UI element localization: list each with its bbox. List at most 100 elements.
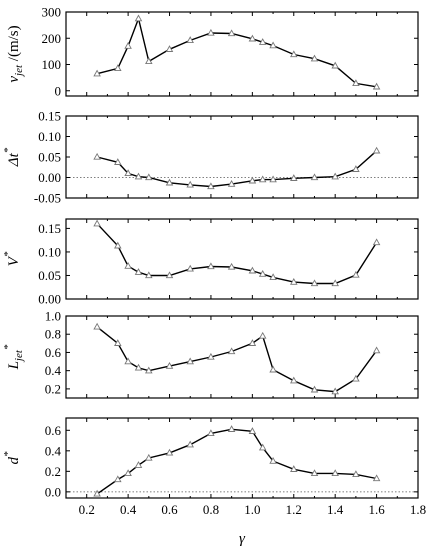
data-point — [372, 146, 381, 154]
y-tick-label: 0.15 — [38, 109, 61, 124]
data-point — [93, 152, 101, 160]
data-point — [310, 385, 319, 393]
data-point — [165, 178, 174, 186]
y-tick-label: 0 — [55, 83, 62, 98]
data-point — [134, 363, 143, 371]
y-tick-label: 0.6 — [45, 345, 62, 360]
data-point — [269, 456, 277, 464]
data-point — [258, 331, 267, 339]
y-axis-label: Δt* — [2, 147, 22, 167]
data-point — [134, 461, 143, 468]
data-point — [124, 261, 132, 269]
y-axis-label-sub: jet — [13, 349, 25, 363]
data-point — [258, 269, 267, 277]
y-tick-label: 0.00 — [38, 292, 61, 307]
y-axis-label-sub: jet — [13, 64, 25, 78]
data-point — [227, 29, 236, 37]
data-point — [145, 173, 153, 181]
x-tick-label: 1.0 — [244, 502, 260, 517]
data-point — [269, 41, 277, 49]
data-point — [124, 357, 132, 365]
data-point — [248, 176, 257, 184]
y-tick-label: 0.2 — [45, 381, 61, 396]
data-point — [207, 429, 215, 437]
plot-frame — [65, 315, 419, 399]
data-point — [372, 238, 381, 246]
data-point — [93, 322, 101, 330]
y-tick-label: -0.05 — [34, 191, 61, 206]
data-point — [352, 79, 360, 87]
plot-frame — [65, 11, 419, 97]
data-point — [310, 279, 319, 287]
series-line — [96, 326, 378, 393]
y-tick-label: 0.4 — [45, 363, 62, 378]
data-point — [186, 440, 194, 448]
data-point — [207, 262, 215, 270]
y-tick-label: 0.0 — [45, 484, 61, 499]
data-point — [165, 271, 174, 279]
data-point — [207, 28, 215, 36]
data-point — [207, 182, 215, 190]
chart-panel-4: 0.2 0.4 0.6 0.8 1.0 Ljet* — [2, 309, 419, 399]
data-point — [93, 489, 101, 497]
y-tick-label: 0.05 — [38, 150, 61, 165]
data-point — [269, 365, 277, 373]
data-point — [310, 54, 319, 62]
y-tick-label: 1.0 — [45, 309, 61, 324]
plot-frame — [65, 115, 419, 199]
data-point — [114, 475, 122, 483]
y-axis-label-sup: * — [2, 147, 14, 153]
chart-panel-1: 0 100 200 300 vjet /(m/s) — [6, 5, 419, 98]
data-point — [258, 38, 267, 45]
data-point — [290, 50, 298, 58]
x-tick-label: 1.6 — [368, 502, 385, 517]
y-tick-label: 0.10 — [38, 244, 61, 259]
data-point — [331, 172, 339, 180]
x-tick-label: 1.2 — [286, 502, 302, 517]
y-axis-label-main: L — [6, 361, 22, 370]
data-point — [248, 34, 257, 42]
data-point — [114, 158, 122, 165]
data-point — [165, 45, 174, 52]
series-line — [96, 150, 378, 188]
data-point — [114, 64, 122, 72]
data-point — [134, 14, 143, 22]
y-axis-label-sup: * — [2, 344, 14, 350]
data-point — [227, 262, 236, 270]
data-point — [93, 69, 101, 77]
data-point — [134, 172, 143, 180]
data-point — [372, 474, 381, 482]
data-point — [124, 469, 132, 477]
data-point — [227, 347, 236, 355]
x-tick-label: 0.4 — [120, 502, 137, 517]
data-point — [145, 366, 153, 374]
y-axis-label: Ljet* — [2, 344, 25, 370]
y-axis-label: d* — [2, 451, 22, 465]
y-axis-label-main: Δt — [6, 152, 22, 167]
data-point — [269, 175, 277, 183]
data-point — [331, 387, 339, 395]
data-point — [290, 465, 298, 472]
x-tick-label: 0.8 — [203, 502, 219, 517]
x-tick-label: 1.8 — [410, 502, 426, 517]
chart-panel-3: 0.00 0.05 0.10 0.15 V* — [2, 218, 419, 307]
data-point — [186, 264, 194, 272]
y-tick-label: 0.6 — [45, 423, 62, 438]
data-point — [248, 339, 257, 346]
y-tick-label: 0.15 — [38, 221, 61, 236]
data-point — [310, 469, 319, 477]
data-point — [134, 268, 143, 275]
data-point — [145, 453, 153, 461]
data-point — [186, 357, 194, 365]
data-point — [290, 174, 298, 181]
plot-frame — [65, 218, 419, 300]
data-point — [352, 470, 360, 478]
data-point — [227, 425, 236, 432]
y-axis-label: V* — [2, 251, 22, 266]
x-tick-label: 0.2 — [79, 502, 95, 517]
y-axis-label-main: d — [6, 457, 22, 465]
y-tick-label: 100 — [42, 57, 62, 72]
data-point — [145, 271, 153, 279]
data-point — [372, 82, 381, 90]
